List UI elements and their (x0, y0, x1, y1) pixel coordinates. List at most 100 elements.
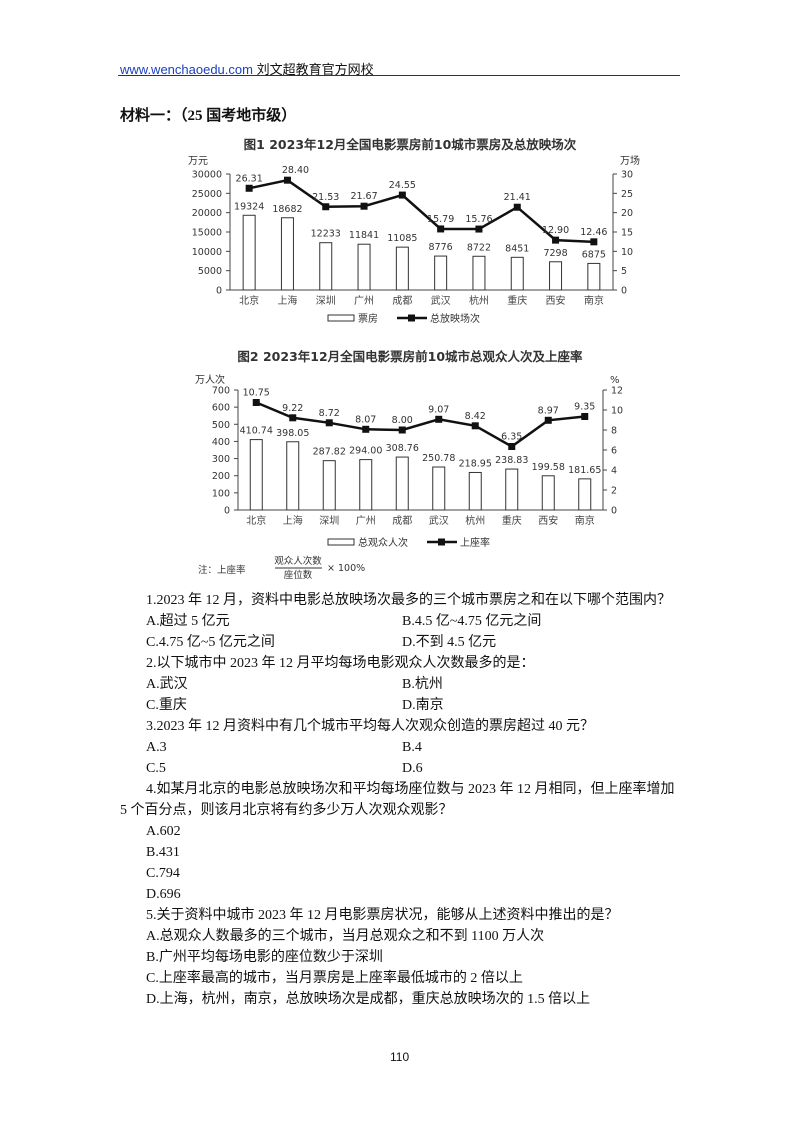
answer-option[interactable]: C.794 (146, 866, 180, 881)
bar (395, 246, 409, 291)
header-divider (118, 75, 680, 76)
left-tick-label: 500 (212, 420, 230, 431)
series-line (248, 178, 594, 244)
note-suffix: × 100% (327, 563, 365, 574)
left-tick-label: 700 (212, 386, 230, 397)
answer-option[interactable]: D.6 (402, 761, 423, 776)
left-tick-label: 200 (212, 471, 230, 482)
category-label: 杭州 (469, 294, 489, 307)
left-tick-label: 5000 (198, 266, 222, 277)
category-label: 深圳 (316, 295, 336, 307)
bar (286, 441, 300, 511)
answer-option[interactable]: B.4 (402, 740, 422, 755)
answer-option[interactable]: D.上海，杭州，南京，总放映场次是成都，重庆总放映场次的 1.5 倍以上 (146, 992, 591, 1007)
answer-option[interactable]: D.不到 4.5 亿元 (402, 635, 497, 650)
answer-option[interactable]: A.超过 5 亿元 (146, 614, 230, 629)
line-marker (475, 225, 483, 233)
bar (541, 475, 555, 511)
bar-value-label: 287.82 (313, 447, 346, 458)
answer-option[interactable]: A.3 (146, 740, 167, 755)
line-value-label: 21.53 (312, 192, 339, 203)
bar-value-label: 8451 (505, 243, 529, 254)
bar-value-label: 199.58 (532, 462, 565, 473)
answer-option[interactable]: B.4.5 亿~4.75 亿元之间 (402, 614, 542, 629)
bar (322, 460, 336, 511)
category-label: 西安 (538, 514, 558, 527)
right-tick-label: 30 (621, 170, 633, 181)
answer-option[interactable]: D.696 (146, 887, 181, 902)
bar-value-label: 308.76 (386, 443, 419, 454)
note-numerator: 观众人次数 (274, 555, 322, 567)
bar-value-label: 410.74 (240, 426, 273, 437)
bar (357, 243, 371, 291)
bar-value-label: 250.78 (422, 453, 455, 464)
answer-option[interactable]: C.4.75 亿~5 亿元之间 (146, 635, 275, 650)
line-marker (398, 191, 406, 199)
answer-option[interactable]: C.重庆 (146, 698, 187, 713)
bar-value-label: 12233 (311, 229, 341, 240)
bar-value-label: 8776 (429, 242, 453, 253)
line-marker (289, 414, 297, 422)
site-name: 刘文超教育官方网校 (256, 62, 374, 77)
right-tick-label: 12 (611, 386, 623, 397)
legend-line-marker (408, 314, 415, 322)
answer-option[interactable]: C.5 (146, 761, 166, 776)
line-value-label: 15.76 (465, 214, 492, 225)
category-label: 深圳 (319, 515, 339, 527)
line-value-label: 15.79 (427, 214, 454, 225)
bar (432, 466, 446, 511)
category-label: 武汉 (429, 514, 449, 527)
category-label: 上海 (283, 514, 303, 527)
legend-bar-label: 总观众人次 (358, 536, 408, 549)
line-value-label: 12.90 (542, 225, 569, 236)
right-axis-unit: % (610, 375, 620, 386)
category-label: 重庆 (507, 294, 527, 307)
answer-option[interactable]: D.南京 (402, 698, 444, 713)
line-marker (590, 238, 598, 246)
note-denominator: 座位数 (284, 569, 313, 580)
bar (510, 256, 524, 291)
right-tick-label: 6 (611, 446, 617, 457)
line-value-label: 12.46 (580, 227, 607, 238)
left-tick-label: 30000 (192, 170, 222, 181)
line-value-label: 10.75 (243, 388, 270, 399)
answer-option[interactable]: A.武汉 (146, 677, 188, 692)
bar-value-label: 11841 (349, 230, 379, 241)
bar (280, 217, 294, 291)
bar (578, 478, 592, 511)
legend-line-marker (438, 538, 445, 546)
left-tick-label: 300 (212, 454, 230, 465)
answer-option[interactable]: C.上座率最高的城市，当月票房是上座率最低城市的 2 倍以上 (146, 971, 523, 986)
bar-value-label: 11085 (387, 233, 417, 244)
line-marker (437, 225, 445, 233)
website-link[interactable]: www.wenchaoedu.com (120, 62, 253, 77)
left-tick-label: 0 (216, 286, 222, 297)
answer-option[interactable]: A.总观众人数最多的三个城市，当月总观众之和不到 1100 万人次 (146, 929, 545, 944)
right-tick-label: 10 (611, 406, 623, 417)
line-marker (552, 236, 560, 244)
right-tick-label: 2 (611, 486, 617, 497)
line-marker (245, 184, 253, 192)
bar (434, 255, 448, 291)
answer-option[interactable]: B.杭州 (402, 677, 443, 692)
bar (587, 262, 601, 291)
line-marker (513, 203, 521, 211)
answer-option[interactable]: B.广州平均每场电影的座位数少于深圳 (146, 950, 383, 965)
line-marker (471, 422, 479, 430)
right-tick-label: 10 (621, 247, 633, 258)
right-tick-label: 0 (611, 506, 617, 517)
bar-value-label: 7298 (543, 248, 567, 259)
category-label: 南京 (575, 514, 595, 527)
chart-title: 图1 2023年12月全国电影票房前10城市票房及总放映场次 (244, 137, 577, 152)
line-marker (360, 202, 368, 210)
answer-option[interactable]: B.431 (146, 845, 180, 860)
right-tick-label: 8 (611, 426, 617, 437)
question-stem: 5.关于资料中城市 2023 年 12 月电影票房状况，能够从上述资料中推出的是… (146, 908, 619, 923)
left-axis-unit: 万人次 (195, 373, 225, 386)
question-stem: 5 个百分点，则该月北京将有约多少万人次观众观影？ (120, 803, 453, 818)
left-tick-label: 400 (212, 437, 230, 448)
bar (395, 456, 409, 511)
answer-option[interactable]: A.602 (146, 824, 181, 839)
bar-value-label: 8722 (467, 242, 491, 253)
